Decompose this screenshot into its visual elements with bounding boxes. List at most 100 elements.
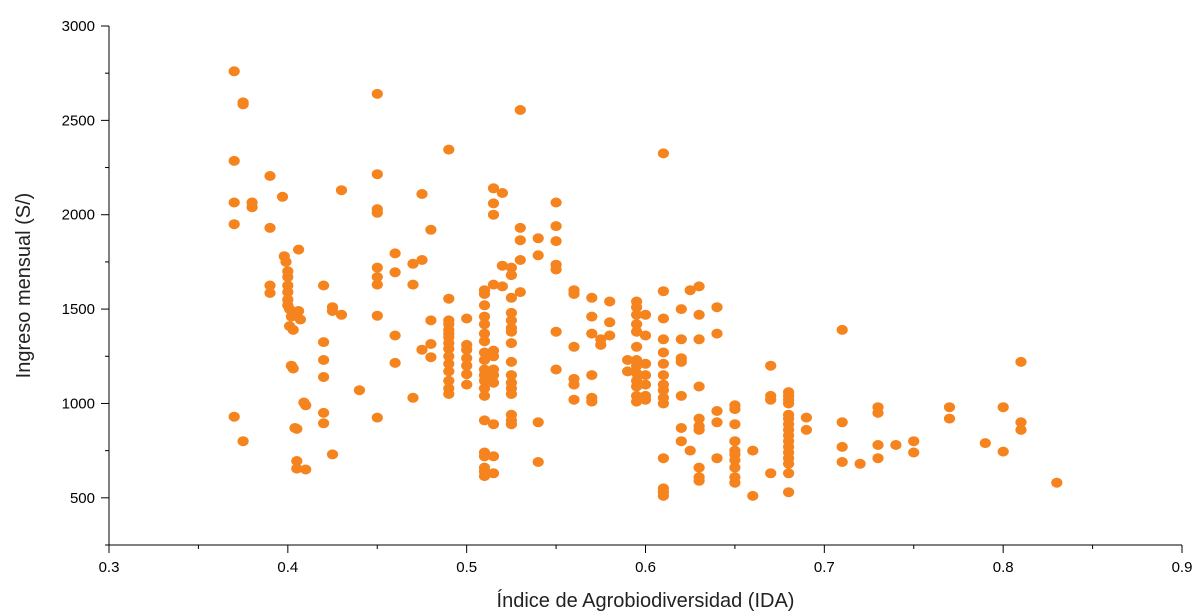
data-point bbox=[586, 370, 598, 381]
data-point bbox=[443, 389, 455, 399]
data-point bbox=[765, 468, 777, 479]
data-point bbox=[657, 370, 670, 381]
data-point bbox=[505, 356, 517, 367]
data-point bbox=[908, 436, 920, 447]
data-point bbox=[371, 88, 383, 99]
data-point bbox=[461, 344, 473, 355]
data-point bbox=[550, 221, 562, 232]
data-point bbox=[407, 258, 419, 269]
data-point bbox=[461, 369, 473, 380]
data-point bbox=[854, 458, 866, 469]
data-point bbox=[487, 419, 500, 430]
data-point bbox=[264, 280, 276, 291]
data-point bbox=[729, 419, 741, 430]
data-point bbox=[237, 99, 249, 110]
data-point bbox=[693, 424, 705, 435]
data-point bbox=[675, 304, 687, 315]
data-point bbox=[729, 455, 741, 466]
data-point bbox=[568, 341, 580, 352]
data-point bbox=[478, 289, 491, 299]
data-point bbox=[389, 267, 401, 278]
data-point bbox=[997, 446, 1009, 457]
data-point bbox=[836, 441, 848, 452]
data-point bbox=[684, 445, 696, 456]
data-point bbox=[318, 407, 330, 418]
data-point bbox=[505, 270, 517, 281]
data-point bbox=[729, 462, 741, 473]
data-point bbox=[318, 372, 330, 382]
data-point bbox=[487, 351, 500, 362]
data-point bbox=[294, 314, 306, 325]
data-point bbox=[478, 383, 491, 394]
data-point bbox=[371, 412, 383, 423]
data-point bbox=[693, 381, 705, 392]
data-point bbox=[550, 236, 562, 247]
data-point bbox=[631, 368, 643, 379]
data-point bbox=[514, 222, 526, 233]
data-point bbox=[264, 222, 276, 233]
data-point bbox=[657, 358, 670, 369]
data-point bbox=[487, 198, 500, 209]
data-point bbox=[443, 293, 455, 304]
data-point bbox=[657, 148, 670, 159]
data-point bbox=[425, 224, 437, 235]
data-point bbox=[622, 366, 634, 377]
x-tick-label: 0.8 bbox=[993, 559, 1014, 576]
data-point bbox=[514, 287, 526, 298]
data-point bbox=[335, 185, 348, 196]
data-point bbox=[890, 440, 902, 450]
data-point bbox=[657, 453, 670, 464]
data-point bbox=[639, 370, 652, 381]
data-point bbox=[443, 375, 455, 386]
data-point bbox=[487, 370, 500, 381]
data-point bbox=[505, 262, 517, 273]
data-point bbox=[657, 398, 670, 409]
data-point bbox=[729, 404, 741, 415]
data-point bbox=[631, 396, 643, 407]
data-point bbox=[783, 398, 795, 409]
data-point bbox=[783, 468, 795, 479]
data-point bbox=[657, 385, 670, 396]
data-point bbox=[326, 306, 339, 316]
data-point bbox=[765, 394, 777, 405]
data-point bbox=[1015, 424, 1027, 435]
data-point bbox=[631, 381, 643, 392]
data-point bbox=[711, 406, 723, 416]
data-point bbox=[487, 451, 500, 462]
data-point bbox=[425, 315, 437, 326]
data-point bbox=[675, 423, 687, 433]
data-point bbox=[568, 289, 580, 299]
data-point bbox=[997, 402, 1009, 413]
data-point bbox=[657, 490, 670, 501]
data-point bbox=[461, 360, 473, 371]
data-point bbox=[478, 311, 491, 322]
data-point bbox=[1015, 417, 1027, 428]
data-point bbox=[505, 419, 517, 430]
data-point bbox=[478, 319, 491, 330]
data-point bbox=[639, 379, 652, 390]
data-point bbox=[487, 468, 500, 479]
data-point bbox=[287, 363, 299, 374]
data-point bbox=[505, 307, 517, 318]
data-point bbox=[622, 355, 634, 365]
data-point bbox=[1015, 356, 1027, 367]
data-point bbox=[478, 415, 491, 426]
data-point bbox=[568, 394, 580, 405]
data-point bbox=[631, 326, 643, 337]
x-tick-label: 0.9 bbox=[1172, 559, 1193, 576]
data-point bbox=[300, 400, 312, 411]
axes: 0.3 0.4 0.5 0.6 0.7 0.8 0.9 500 1000 1500 2000 250… bbox=[62, 18, 1193, 576]
data-point bbox=[675, 390, 687, 401]
data-point bbox=[800, 424, 813, 435]
data-point bbox=[675, 334, 687, 345]
y-tick-label: 1000 bbox=[62, 395, 95, 412]
data-point bbox=[693, 334, 705, 345]
data-point bbox=[693, 281, 705, 292]
data-point bbox=[800, 412, 813, 423]
data-point bbox=[550, 197, 562, 208]
data-point bbox=[684, 285, 696, 296]
x-tick-label: 0.3 bbox=[99, 559, 120, 576]
data-point bbox=[478, 336, 491, 347]
data-point bbox=[586, 292, 598, 303]
